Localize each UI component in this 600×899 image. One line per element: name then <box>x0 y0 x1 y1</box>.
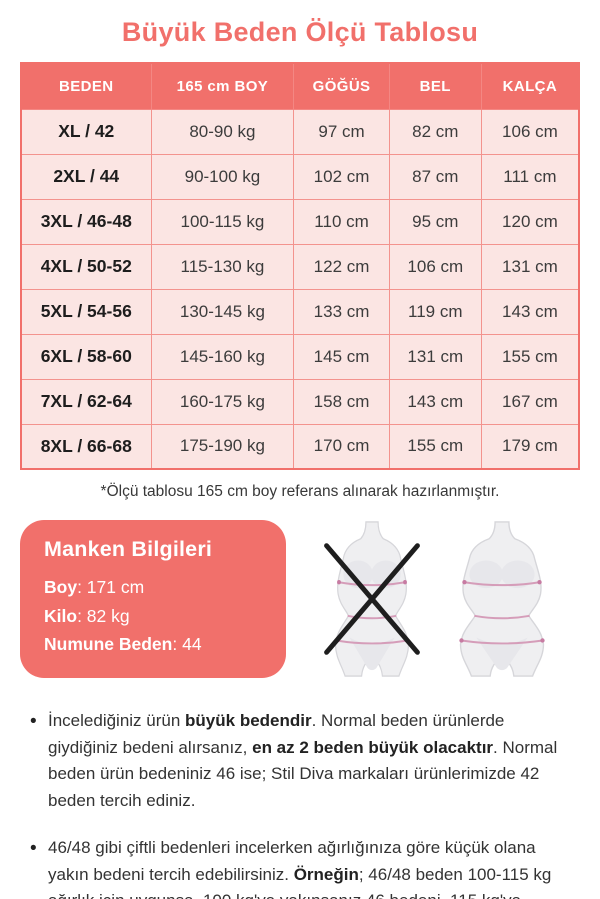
size-cell: 3XL / 46-48 <box>20 198 152 245</box>
model-info-line: Boy: 171 cm <box>44 577 145 598</box>
crossed-out-normal-figure-icon <box>317 520 427 678</box>
value-cell: 167 cm <box>480 378 580 425</box>
value-cell: 131 cm <box>388 333 482 380</box>
table-row: 5XL / 54-56 130-145 kg 133 cm 119 cm 143 cm <box>20 288 580 335</box>
table-footnote: *Ölçü tablosu 165 cm boy referans alınar… <box>100 483 500 500</box>
value-cell: 143 cm <box>388 378 482 425</box>
table-row: 4XL / 50-52 115-130 kg 122 cm 106 cm 131 cm <box>20 243 580 290</box>
model-info-box: Manken Bilgileri Boy: 171 cm Kilo: 82 kg N… <box>20 520 286 678</box>
header-cell: BEDEN <box>20 62 152 110</box>
value-cell: 133 cm <box>293 288 390 335</box>
header-cell: GÖĞÜS <box>293 62 390 110</box>
model-info-line: Numune Beden: 44 <box>44 634 202 655</box>
x-cross-icon <box>324 543 421 655</box>
value-cell: 160-175 kg <box>150 378 295 425</box>
table-row: 3XL / 46-48 100-115 kg 110 cm 95 cm 120 cm <box>20 198 580 245</box>
value-cell: 110 cm <box>293 198 390 245</box>
value-cell: 145-160 kg <box>150 333 295 380</box>
note-item: İncelediğiniz ürün büyük bedendir. Norma… <box>28 707 564 814</box>
value-cell: 106 cm <box>388 243 482 290</box>
size-table-header-row: BEDEN 165 cm BOY GÖĞÜS BEL KALÇA <box>20 62 580 110</box>
value-cell: 130-145 kg <box>150 288 295 335</box>
size-cell: 6XL / 58-60 <box>20 333 152 380</box>
page-title: Büyük Beden Ölçü Tablosu <box>121 17 479 47</box>
model-info-title: Manken Bilgileri <box>44 537 213 562</box>
value-cell: 82 cm <box>388 108 482 155</box>
header-cell: KALÇA <box>480 62 580 110</box>
size-table-body: XL / 42 80-90 kg 97 cm 82 cm 106 cm 2XL / 44 9… <box>20 108 580 470</box>
notes-list: İncelediğiniz ürün büyük bedendir. Norma… <box>28 707 564 899</box>
value-cell: 170 cm <box>293 423 390 470</box>
value-cell: 158 cm <box>293 378 390 425</box>
value-cell: 111 cm <box>480 153 580 200</box>
value-cell: 155 cm <box>388 423 482 470</box>
value-cell: 143 cm <box>480 288 580 335</box>
size-cell: 4XL / 50-52 <box>20 243 152 290</box>
table-row: 7XL / 62-64 160-175 kg 158 cm 143 cm 167 cm <box>20 378 580 425</box>
value-cell: 122 cm <box>293 243 390 290</box>
header-cell: BEL <box>388 62 482 110</box>
table-row: 8XL / 66-68 175-190 kg 170 cm 155 cm 179 cm <box>20 423 580 470</box>
table-row: 2XL / 44 90-100 kg 102 cm 87 cm 111 cm <box>20 153 580 200</box>
plus-size-figure-icon <box>451 520 553 678</box>
note-item: 46/48 gibi çiftli bedenleri incelerken a… <box>28 834 564 899</box>
model-info-lines: Boy: 171 cm Kilo: 82 kg Numune Beden: 44 <box>44 573 262 658</box>
size-cell: 8XL / 66-68 <box>20 423 152 470</box>
model-info-section: Manken Bilgileri Boy: 171 cm Kilo: 82 kg N… <box>20 520 576 678</box>
table-row: 6XL / 58-60 145-160 kg 145 cm 131 cm 155 cm <box>20 333 580 380</box>
size-table: BEDEN 165 cm BOY GÖĞÜS BEL KALÇA XL / 42 80-9… <box>20 62 580 470</box>
size-cell: 2XL / 44 <box>20 153 152 200</box>
size-cell: XL / 42 <box>20 108 152 155</box>
value-cell: 90-100 kg <box>150 153 295 200</box>
table-row: XL / 42 80-90 kg 97 cm 82 cm 106 cm <box>20 108 580 155</box>
value-cell: 119 cm <box>388 288 482 335</box>
value-cell: 145 cm <box>293 333 390 380</box>
size-cell: 5XL / 54-56 <box>20 288 152 335</box>
size-guide-page: Büyük Beden Ölçü Tablosu BEDEN 165 cm BOY… <box>0 17 600 899</box>
value-cell: 131 cm <box>480 243 580 290</box>
size-cell: 7XL / 62-64 <box>20 378 152 425</box>
figure-illustrations <box>286 520 576 678</box>
value-cell: 120 cm <box>480 198 580 245</box>
value-cell: 115-130 kg <box>150 243 295 290</box>
value-cell: 102 cm <box>293 153 390 200</box>
value-cell: 97 cm <box>293 108 390 155</box>
value-cell: 155 cm <box>480 333 580 380</box>
value-cell: 87 cm <box>388 153 482 200</box>
value-cell: 95 cm <box>388 198 482 245</box>
value-cell: 179 cm <box>480 423 580 470</box>
model-info-line: Kilo: 82 kg <box>44 605 130 626</box>
value-cell: 80-90 kg <box>150 108 295 155</box>
value-cell: 100-115 kg <box>150 198 295 245</box>
header-cell: 165 cm BOY <box>150 62 295 110</box>
value-cell: 106 cm <box>480 108 580 155</box>
value-cell: 175-190 kg <box>150 423 295 470</box>
